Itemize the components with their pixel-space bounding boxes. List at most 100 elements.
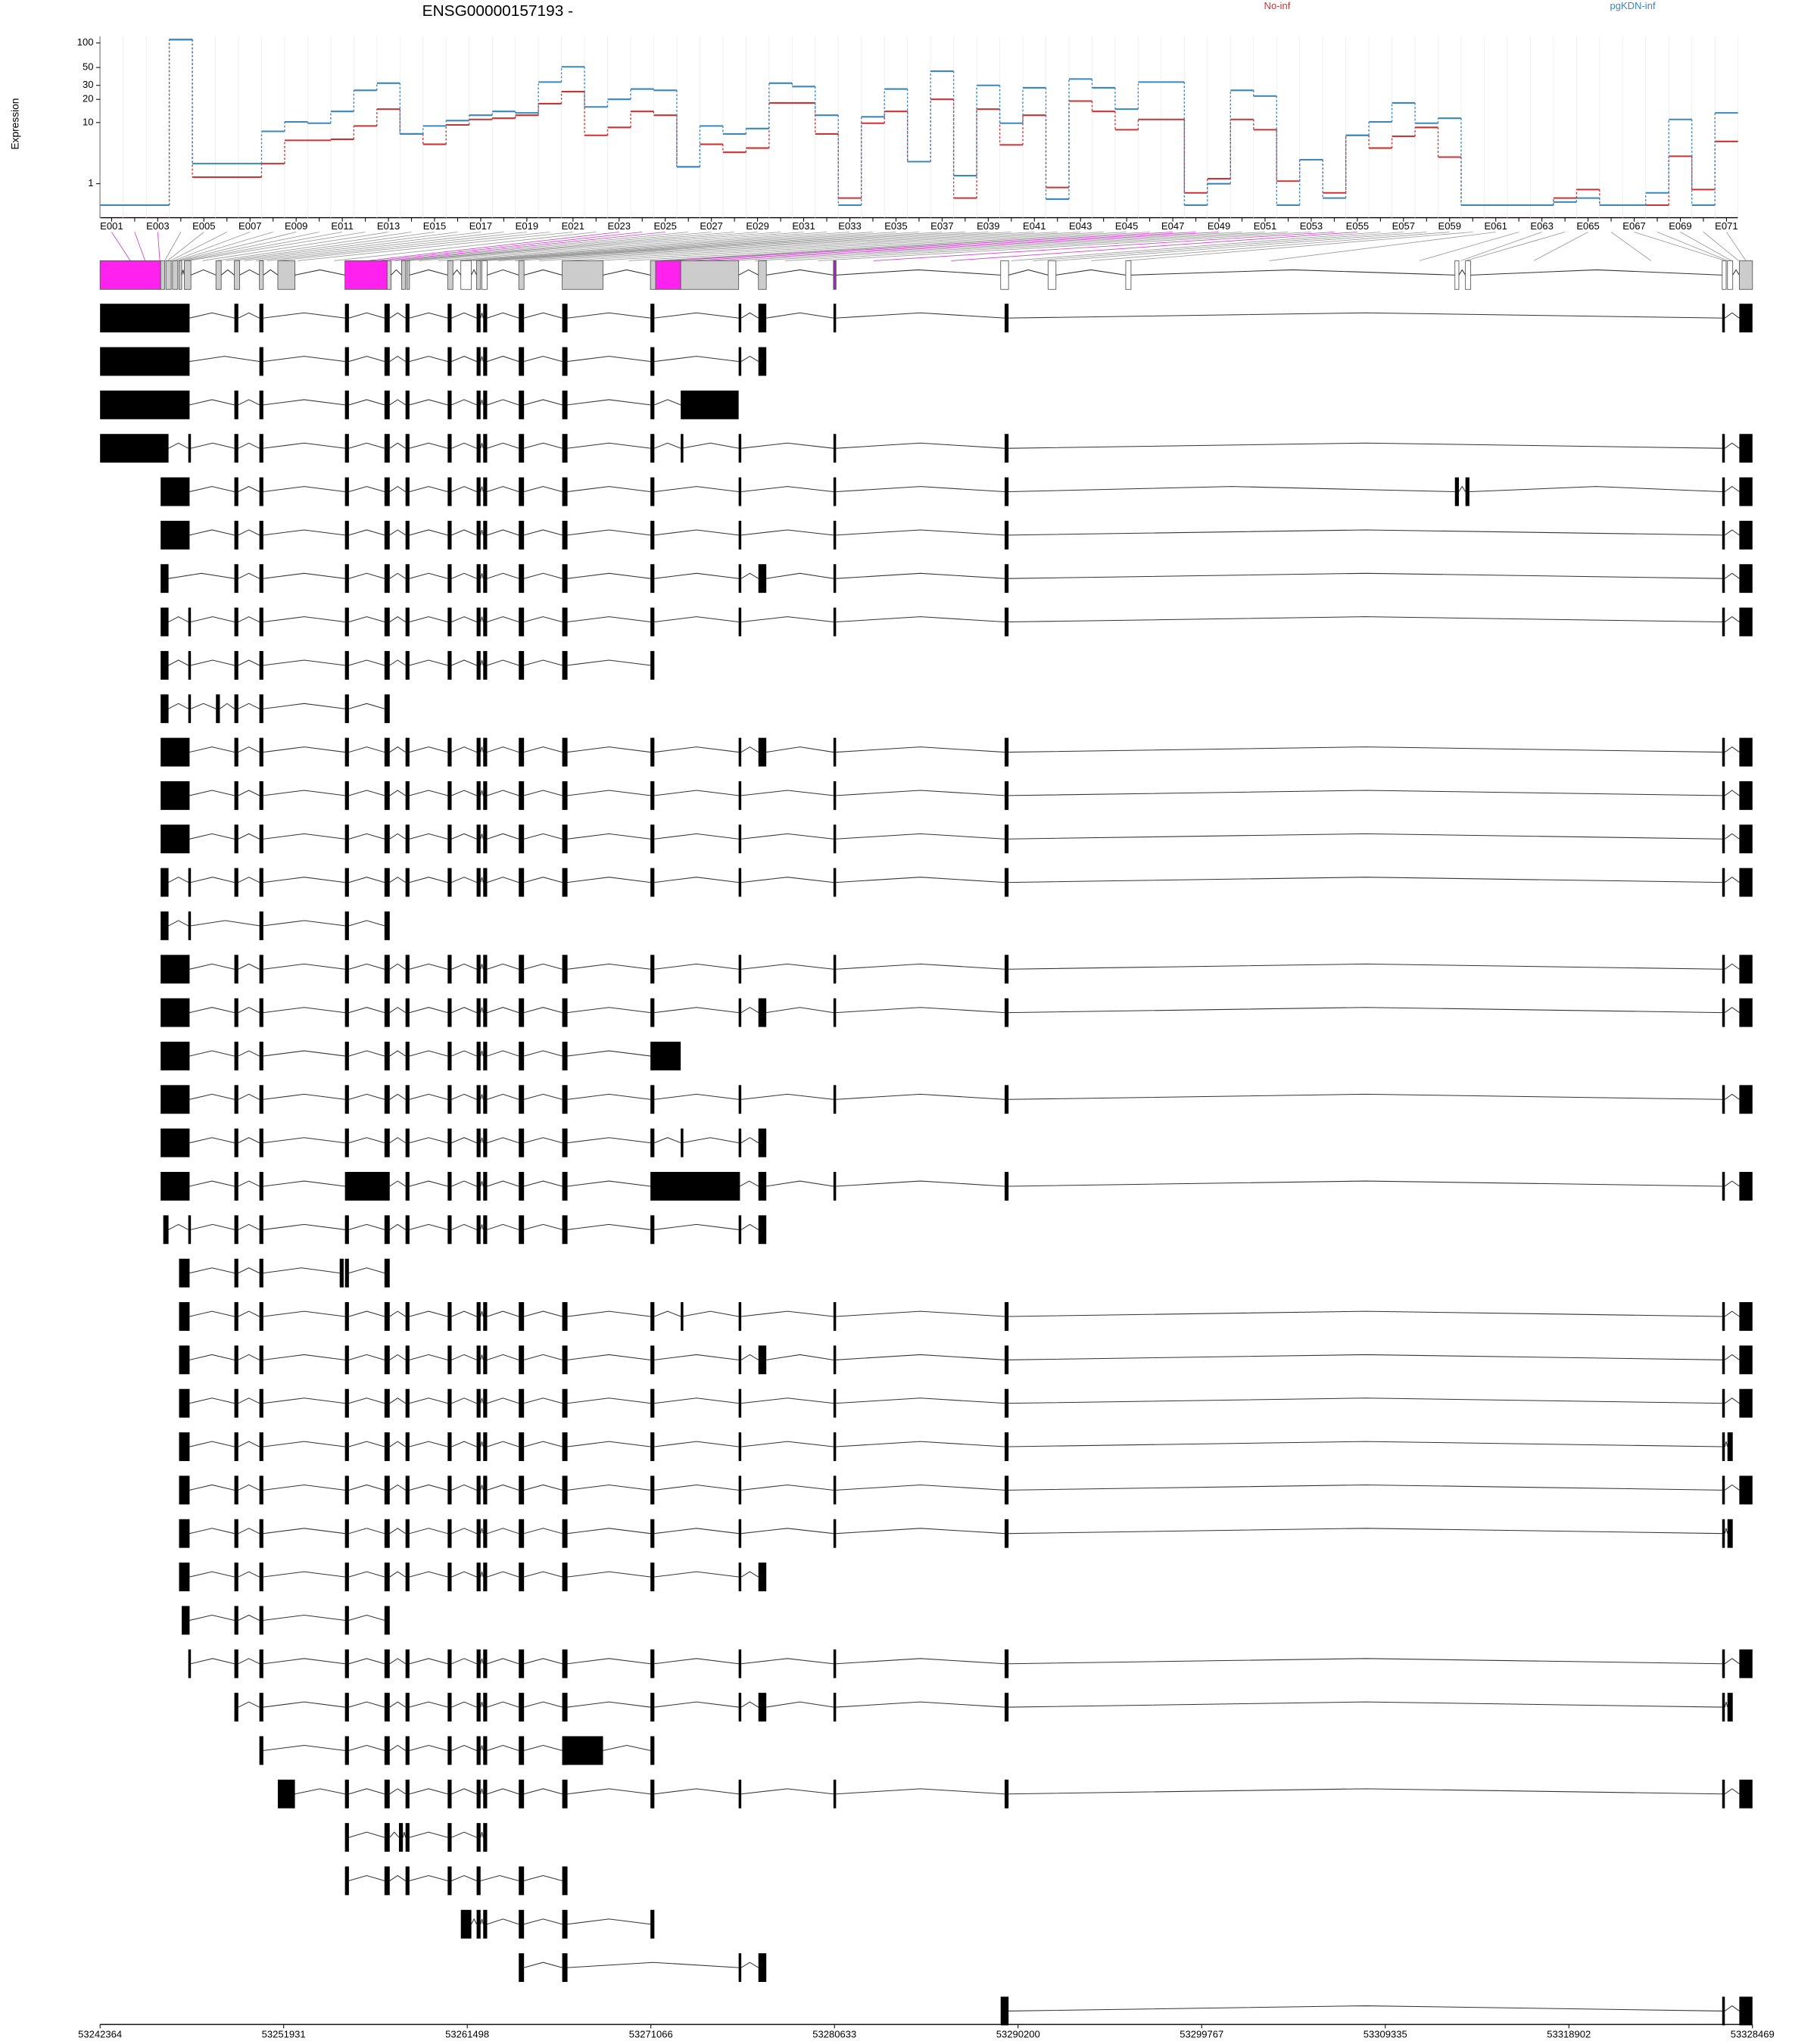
transcript-exon (447, 1866, 452, 1896)
x-tick-label: E069 (1669, 220, 1691, 232)
x-tick-label: E053 (1300, 220, 1323, 232)
x-tick-label: E019 (516, 220, 538, 232)
intron (480, 964, 484, 970)
intron (189, 833, 235, 840)
transcript-exon (476, 1432, 481, 1461)
intron (740, 312, 759, 319)
transcript-exon (384, 304, 390, 333)
transcript-exon (384, 1519, 390, 1548)
intron (238, 1528, 260, 1535)
transcript-exon (161, 1085, 190, 1114)
intron (409, 1137, 448, 1144)
transcript-exon (234, 607, 238, 637)
transcript-exon (344, 564, 349, 594)
transcript-exon (758, 1128, 767, 1158)
intron (480, 1224, 484, 1230)
intron (189, 312, 235, 319)
intron (238, 1137, 260, 1144)
intron (487, 790, 519, 796)
genome-tick-label: 53280633 (812, 2028, 856, 2039)
intron (389, 1744, 406, 1751)
intron (263, 1093, 345, 1100)
intron (567, 1961, 739, 1968)
transcript-exon (1739, 1996, 1753, 2026)
gene-model-exon (1047, 260, 1057, 290)
exon-connector (1466, 232, 1566, 261)
transcript-exon (650, 1475, 655, 1505)
transcript-exon (259, 1042, 263, 1070)
transcript-exon (738, 955, 742, 984)
transcript-exon (100, 304, 190, 333)
transcript-exon (1739, 998, 1753, 1027)
transcript-exon (100, 434, 169, 463)
exon-connector (170, 232, 227, 261)
intron (168, 659, 189, 666)
intron (263, 1354, 345, 1360)
exon-connector (566, 232, 1058, 261)
transcript-exon (833, 1649, 837, 1678)
transcript-exon (833, 1519, 837, 1548)
transcript-exon (476, 1475, 481, 1505)
transcript-exon (161, 694, 169, 724)
exon-connector (217, 232, 412, 261)
intron (191, 616, 235, 623)
intron (524, 269, 563, 276)
transcript-exon (447, 1823, 452, 1852)
intron (348, 312, 385, 319)
x-tick-label: E015 (423, 220, 446, 232)
transcript-exon (447, 1302, 452, 1331)
intron (348, 1441, 385, 1447)
intron (389, 1441, 406, 1447)
transcript-exon (405, 1866, 410, 1896)
x-tick-label: E003 (146, 220, 169, 232)
exon-connector (467, 232, 874, 261)
transcript-exon (405, 1736, 410, 1765)
transcript-exon (344, 1866, 349, 1896)
transcript-exon (562, 434, 568, 463)
exon-connector (134, 232, 146, 261)
intron (766, 746, 834, 753)
intron (263, 920, 345, 927)
transcript-exon (259, 868, 263, 897)
intron (451, 833, 477, 840)
exon-connector (707, 232, 1220, 261)
transcript-exon (344, 955, 349, 984)
transcript-exon (161, 868, 169, 897)
transcript-exon (384, 1042, 390, 1070)
transcript-exon (833, 564, 837, 594)
intron (480, 877, 484, 883)
transcript-exon (447, 1563, 452, 1591)
intron (480, 399, 484, 405)
transcript-exon (1722, 1693, 1725, 1722)
x-tick-label: E009 (285, 220, 307, 232)
transcript-exon (833, 1085, 837, 1114)
intron (409, 877, 448, 883)
exon-connector (460, 232, 850, 261)
intron (1458, 269, 1466, 276)
transcript-exon (1722, 1345, 1725, 1375)
transcript-exon (650, 1563, 655, 1591)
x-tick-label: E063 (1530, 220, 1553, 232)
intron (263, 312, 345, 319)
intron (409, 312, 448, 319)
intron (451, 1571, 477, 1578)
intron (766, 572, 834, 579)
intron (451, 486, 477, 492)
intron (487, 486, 519, 493)
transcript-exon (188, 434, 192, 463)
intron (389, 616, 406, 622)
intron (681, 442, 739, 449)
intron (524, 486, 563, 493)
intron (567, 877, 651, 883)
intron (190, 269, 217, 276)
intron (487, 529, 519, 536)
intron (168, 616, 189, 622)
transcript-exon (344, 390, 349, 419)
intron (189, 356, 260, 363)
exon-connector (1680, 232, 1732, 261)
gene-model-exon (460, 260, 472, 290)
intron (348, 1310, 385, 1317)
x-tick-label: E001 (100, 220, 123, 232)
transcript-exon (447, 824, 452, 854)
intron (348, 1050, 385, 1057)
